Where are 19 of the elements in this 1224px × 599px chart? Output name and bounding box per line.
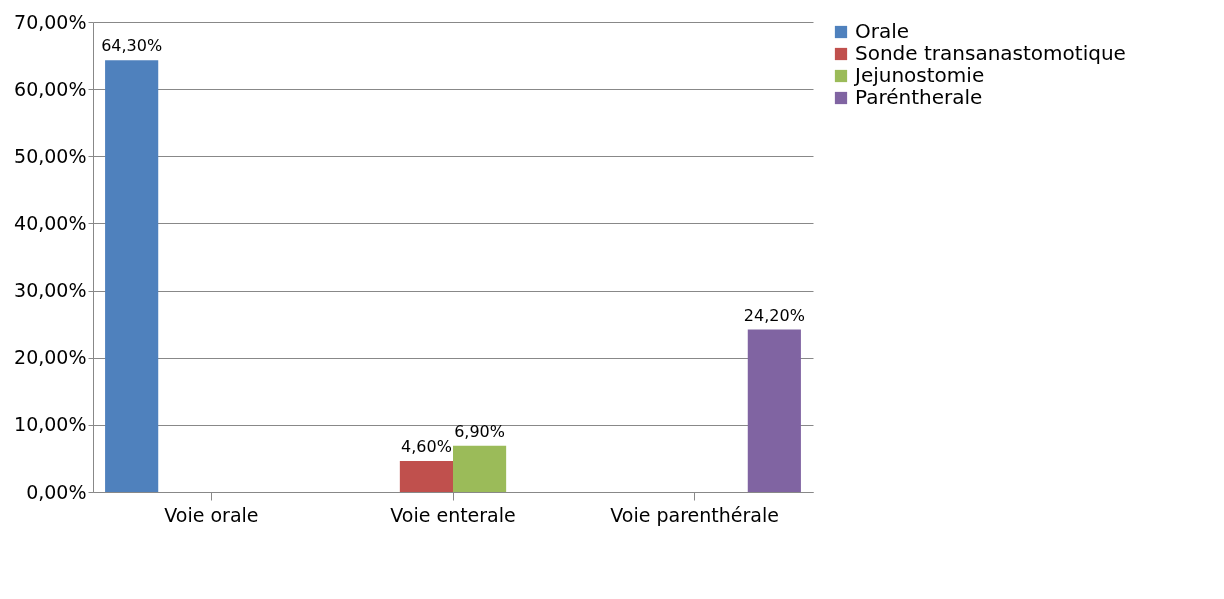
legend-label: Paréntherale bbox=[855, 85, 983, 109]
x-tick-label: Voie orale bbox=[164, 503, 259, 526]
x-tick-label: Voie parenthérale bbox=[610, 503, 779, 526]
y-tick-label: 10,00% bbox=[14, 413, 87, 436]
y-tick-label: 70,00% bbox=[14, 10, 87, 33]
legend-label: Sonde transanastomotique bbox=[855, 41, 1126, 65]
y-tick-label: 40,00% bbox=[14, 211, 87, 234]
y-tick-label: 60,00% bbox=[14, 77, 87, 100]
legend-label: Jejunostomie bbox=[853, 63, 985, 87]
legend-label: Orale bbox=[855, 19, 910, 43]
data-label: 24,20% bbox=[743, 305, 805, 325]
y-tick-label: 50,00% bbox=[14, 144, 87, 167]
y-tick-label: 20,00% bbox=[14, 346, 87, 369]
y-tick-label: 30,00% bbox=[14, 279, 87, 302]
x-tick-label: Voie enterale bbox=[390, 503, 516, 526]
data-label: 6,90% bbox=[454, 421, 505, 441]
data-label: 4,60% bbox=[401, 437, 452, 457]
data-label: 64,30% bbox=[101, 36, 163, 56]
y-tick-label: 0,00% bbox=[26, 480, 87, 503]
